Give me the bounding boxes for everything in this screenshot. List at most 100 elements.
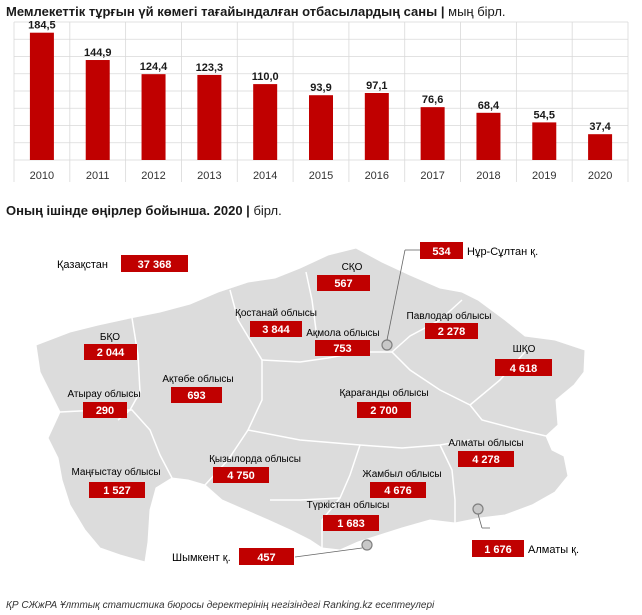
region-borders xyxy=(59,271,547,548)
x-tick-label: 2017 xyxy=(420,170,444,182)
bar-value-label: 37,4 xyxy=(589,121,611,133)
region-value: 2 044 xyxy=(97,347,125,359)
value-badge xyxy=(171,387,222,403)
bar-chart-unit: мың бірл. xyxy=(448,4,506,19)
value-badge xyxy=(323,515,379,531)
bar-2018 xyxy=(476,112,501,160)
nur-sultan-leader xyxy=(386,249,406,341)
region-karaganda: Қарағанды облысы 2 700 xyxy=(339,387,429,418)
bar-value-label: 123,3 xyxy=(196,62,224,74)
bar-2019 xyxy=(532,122,557,160)
region-value: 3 844 xyxy=(262,324,290,336)
region-akmola: Ақмола облысы 753 xyxy=(306,327,380,356)
region-east-kazakhstan: ШҚО 4 618 xyxy=(495,344,552,376)
region-value: 1 676 xyxy=(484,544,512,556)
region-name: Шымкент қ. xyxy=(172,552,231,564)
value-badge xyxy=(370,482,426,498)
x-tick-label: 2018 xyxy=(476,170,500,182)
bar-value-label: 93,9 xyxy=(310,82,331,94)
map-title-text: Оның ішінде өңірлер бойынша. 2020 xyxy=(6,203,243,218)
region-value: 37 368 xyxy=(138,259,172,271)
x-tick-label: 2012 xyxy=(141,170,165,182)
bar-value-label: 54,5 xyxy=(534,109,555,121)
value-badge xyxy=(239,548,294,565)
shymkent-marker xyxy=(361,539,373,551)
bar-2010 xyxy=(29,32,54,160)
region-name: СҚО xyxy=(342,262,363,273)
bar-value-label: 76,6 xyxy=(422,94,443,106)
bar-2020 xyxy=(588,134,613,160)
almaty-city-leader xyxy=(477,513,483,529)
kazakhstan-region-map: Қазақстан 37 368 СҚО 567 534 Нұр-Сұлтан … xyxy=(35,242,586,565)
region-value: 2 278 xyxy=(438,326,466,338)
bar-chart-value-labels: 184,5 144,9 124,4 123,3 110,0 93,9 97,1 76,6 68,… xyxy=(28,20,612,133)
x-tick-label: 2019 xyxy=(532,170,556,182)
title-separator: | xyxy=(437,4,449,19)
region-nur-sultan: 534 Нұр-Сұлтан қ. xyxy=(420,242,538,259)
region-name: Павлодар облысы xyxy=(407,310,492,322)
value-badge xyxy=(315,340,370,356)
region-name: Қостанай облысы xyxy=(235,307,317,319)
region-value: 534 xyxy=(432,246,451,258)
map-title: Оның ішінде өңірлер бойынша. 2020 | бірл… xyxy=(6,203,282,218)
bar-chart: 184,5 144,9 124,4 123,3 110,0 93,9 97,1 76,6 68,… xyxy=(13,20,629,182)
value-badge xyxy=(495,359,552,376)
value-badge xyxy=(458,451,514,467)
region-value: 1 683 xyxy=(337,518,365,530)
value-badge xyxy=(84,344,137,360)
bar-2016 xyxy=(364,93,389,160)
region-name: Нұр-Сұлтан қ. xyxy=(467,246,538,258)
x-tick-label: 2014 xyxy=(253,170,277,182)
region-name: Ақтөбе облысы xyxy=(162,373,233,385)
region-value: 457 xyxy=(257,552,275,564)
nur-sultan-marker xyxy=(381,339,393,351)
x-tick-label: 2011 xyxy=(86,170,110,182)
shymkent-leader xyxy=(294,547,363,558)
region-value: 693 xyxy=(187,390,205,402)
region-kyzylorda: Қызылорда облысы 4 750 xyxy=(209,453,301,483)
region-mangystau: Маңғыстау облысы 1 527 xyxy=(71,466,161,498)
region-name: ШҚО xyxy=(513,344,536,355)
bar-value-label: 124,4 xyxy=(140,61,168,73)
value-badge xyxy=(213,467,269,483)
region-value: 4 676 xyxy=(384,485,412,497)
region-value: 4 618 xyxy=(510,363,538,375)
region-name: Алматы облысы xyxy=(448,437,523,449)
bar-2015 xyxy=(309,95,333,160)
region-name: Түркістан облысы xyxy=(307,499,390,511)
map-unit: бірл. xyxy=(253,203,282,218)
bar-value-label: 68,4 xyxy=(478,100,500,112)
region-value: 2 700 xyxy=(370,405,398,417)
bar-2013 xyxy=(197,74,222,160)
map-title-separator: | xyxy=(242,203,254,218)
region-kazakhstan: Қазақстан 37 368 xyxy=(57,255,188,272)
region-atyrau: Атырау облысы 290 xyxy=(67,388,141,418)
region-west-kazakhstan: БҚО 2 044 xyxy=(84,332,137,360)
bar-chart-title: Мемлекеттік тұрғын үй көмегі тағайындалғ… xyxy=(6,4,506,19)
value-badge xyxy=(317,275,370,291)
value-badge xyxy=(89,482,145,498)
bar-2014 xyxy=(253,84,278,160)
bar-value-label: 97,1 xyxy=(366,80,387,92)
bar-chart-bars xyxy=(29,32,613,161)
bar-2017 xyxy=(420,107,445,160)
bar-chart-title-text: Мемлекеттік тұрғын үй көмегі тағайындалғ… xyxy=(6,4,438,19)
region-value: 4 278 xyxy=(472,454,500,466)
region-aktobe: Ақтөбе облысы 693 xyxy=(162,373,234,403)
region-name: Алматы қ. xyxy=(528,544,579,556)
region-value: 290 xyxy=(96,405,114,417)
region-kostanay: Қостанай облысы 3 844 xyxy=(235,307,317,337)
value-badge xyxy=(425,323,478,339)
region-value: 753 xyxy=(333,343,351,355)
region-zhambyl: Жамбыл облысы 4 676 xyxy=(362,468,442,498)
region-value: 567 xyxy=(334,278,352,290)
region-almaty-city: 1 676 Алматы қ. xyxy=(472,540,579,557)
value-badge xyxy=(83,402,127,418)
bar-value-label: 184,5 xyxy=(28,20,56,32)
value-badge xyxy=(472,540,524,557)
region-name: БҚО xyxy=(100,332,120,343)
bar-2012 xyxy=(141,74,166,160)
x-tick-label: 2020 xyxy=(588,170,612,182)
region-name: Ақмола облысы xyxy=(306,327,380,339)
region-north-kazakhstan: СҚО 567 xyxy=(317,262,370,291)
